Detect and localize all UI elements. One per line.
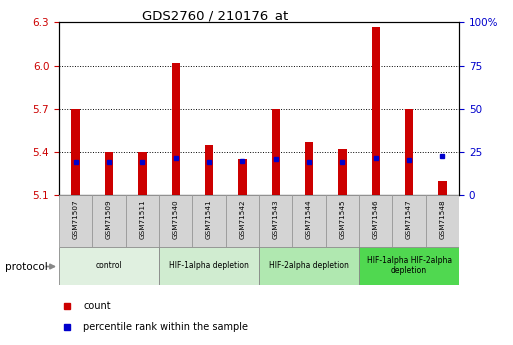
Text: GSM71547: GSM71547 [406,199,412,239]
Bar [305,142,313,195]
Text: GSM71543: GSM71543 [273,199,279,239]
Bar [126,195,159,247]
Bar [159,247,259,285]
Bar [59,195,92,247]
Bar [326,195,359,247]
Bar [259,195,292,247]
Bar [259,247,359,285]
Bar [105,152,113,195]
Bar [405,109,413,195]
Text: GSM71548: GSM71548 [440,199,445,239]
Bar [292,195,326,247]
Bar [426,195,459,247]
Text: control: control [95,261,123,270]
Text: GSM71541: GSM71541 [206,199,212,239]
Bar [192,195,226,247]
Text: GDS2760 / 210176_at: GDS2760 / 210176_at [142,9,289,22]
Bar [71,109,80,195]
Text: GSM71546: GSM71546 [373,199,379,239]
Text: GSM71509: GSM71509 [106,199,112,239]
Bar [359,247,459,285]
Bar [59,247,159,285]
Bar [138,152,147,195]
Text: GSM71511: GSM71511 [140,199,145,239]
Text: GSM71507: GSM71507 [73,199,78,239]
Text: HIF-1alpha depletion: HIF-1alpha depletion [169,261,249,270]
Bar [159,195,192,247]
Text: HIF-2alpha depletion: HIF-2alpha depletion [269,261,349,270]
Bar [205,145,213,195]
Bar [371,27,380,195]
Bar [226,195,259,247]
Bar [238,159,247,195]
Bar [359,195,392,247]
Bar [92,195,126,247]
Text: GSM71544: GSM71544 [306,199,312,239]
Bar [338,149,347,195]
Text: percentile rank within the sample: percentile rank within the sample [83,322,248,332]
Text: HIF-1alpha HIF-2alpha
depletion: HIF-1alpha HIF-2alpha depletion [367,256,451,275]
Bar [438,180,447,195]
Bar [171,63,180,195]
Text: protocol: protocol [5,263,48,272]
Bar [271,109,280,195]
Text: GSM71542: GSM71542 [240,199,245,239]
Text: GSM71540: GSM71540 [173,199,179,239]
Text: GSM71545: GSM71545 [340,199,345,239]
Text: count: count [83,301,111,311]
Bar [392,195,426,247]
